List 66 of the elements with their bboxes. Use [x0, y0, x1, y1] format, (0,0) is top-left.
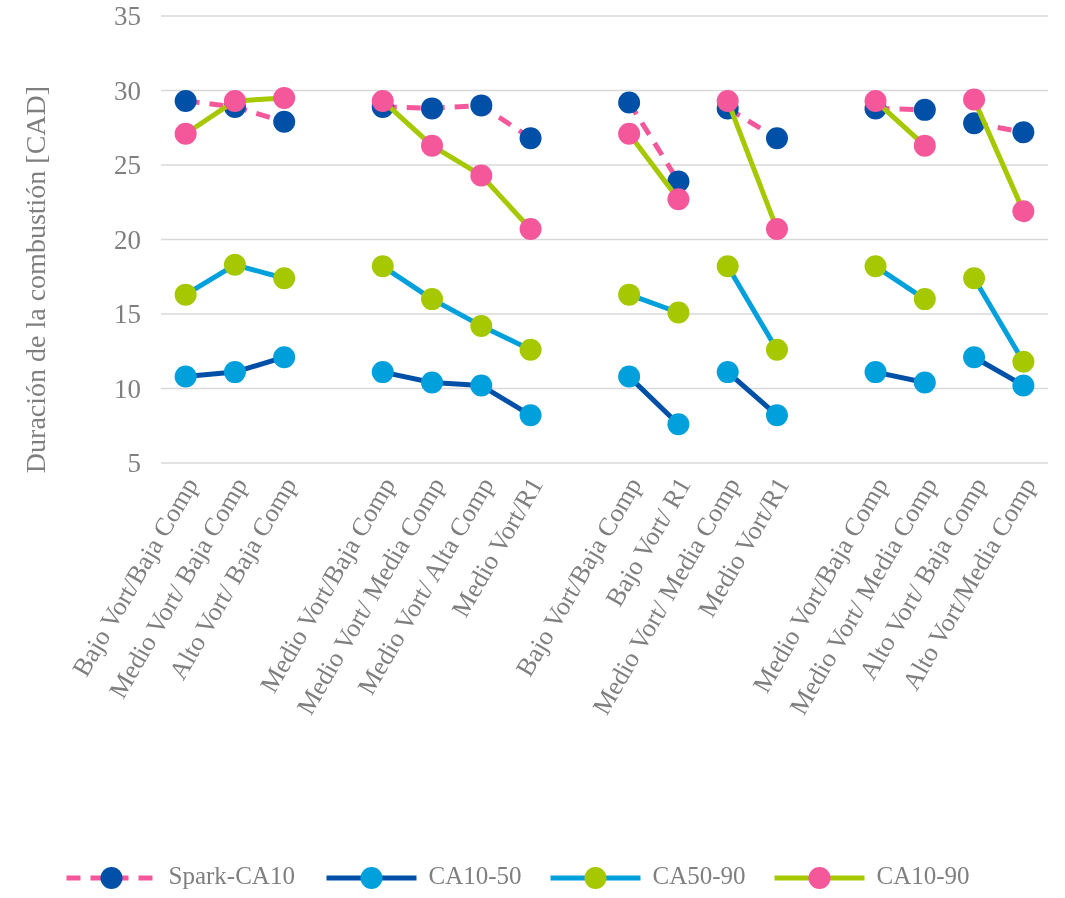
point [371, 255, 394, 278]
point [913, 288, 936, 311]
point [273, 267, 296, 290]
point [421, 134, 444, 157]
point [618, 365, 641, 388]
point [963, 88, 986, 111]
point [913, 134, 936, 157]
point [273, 346, 296, 369]
y-tick-label: 5 [127, 448, 141, 479]
y-tick-label: 20 [114, 224, 141, 255]
point [421, 371, 444, 394]
point [963, 267, 986, 290]
point [864, 255, 887, 278]
point [174, 89, 197, 112]
point [618, 283, 641, 306]
point [273, 110, 296, 133]
legend-label: Spark-CA10 [168, 861, 295, 889]
point [223, 89, 246, 112]
y-tick-label: 30 [114, 75, 141, 106]
y-tick-label: 10 [114, 373, 141, 404]
point [765, 127, 788, 150]
point [716, 361, 739, 384]
point [174, 365, 197, 388]
point [765, 218, 788, 241]
y-tick-label: 15 [114, 299, 141, 330]
point [470, 164, 493, 187]
point [519, 404, 542, 427]
point [174, 283, 197, 306]
point [963, 346, 986, 369]
point [371, 361, 394, 384]
point [371, 89, 394, 112]
point [716, 89, 739, 112]
point [667, 301, 690, 324]
point [273, 86, 296, 109]
point [765, 338, 788, 361]
point [421, 97, 444, 120]
point [421, 288, 444, 311]
point [519, 338, 542, 361]
point [667, 188, 690, 211]
point [470, 94, 493, 117]
point [223, 361, 246, 384]
point [470, 314, 493, 337]
point [765, 404, 788, 427]
point [223, 253, 246, 276]
point [864, 361, 887, 384]
point [519, 127, 542, 150]
point [913, 371, 936, 394]
point [1012, 374, 1035, 397]
legend-label: CA50-90 [652, 861, 746, 889]
y-tick-label: 25 [114, 150, 141, 181]
point [618, 91, 641, 114]
point [1012, 350, 1035, 373]
point [667, 413, 690, 436]
point [519, 218, 542, 241]
legend-label: CA10-50 [428, 861, 522, 889]
y-tick-label: 35 [114, 1, 141, 32]
legend-label: CA10-90 [876, 861, 970, 889]
point [864, 89, 887, 112]
point [913, 98, 936, 121]
point [174, 122, 197, 145]
point [618, 122, 641, 145]
point [1012, 200, 1035, 223]
point [1012, 121, 1035, 144]
y-axis-title: Duración de la combustión [CAD] [20, 85, 51, 474]
point [470, 374, 493, 397]
point [716, 255, 739, 278]
